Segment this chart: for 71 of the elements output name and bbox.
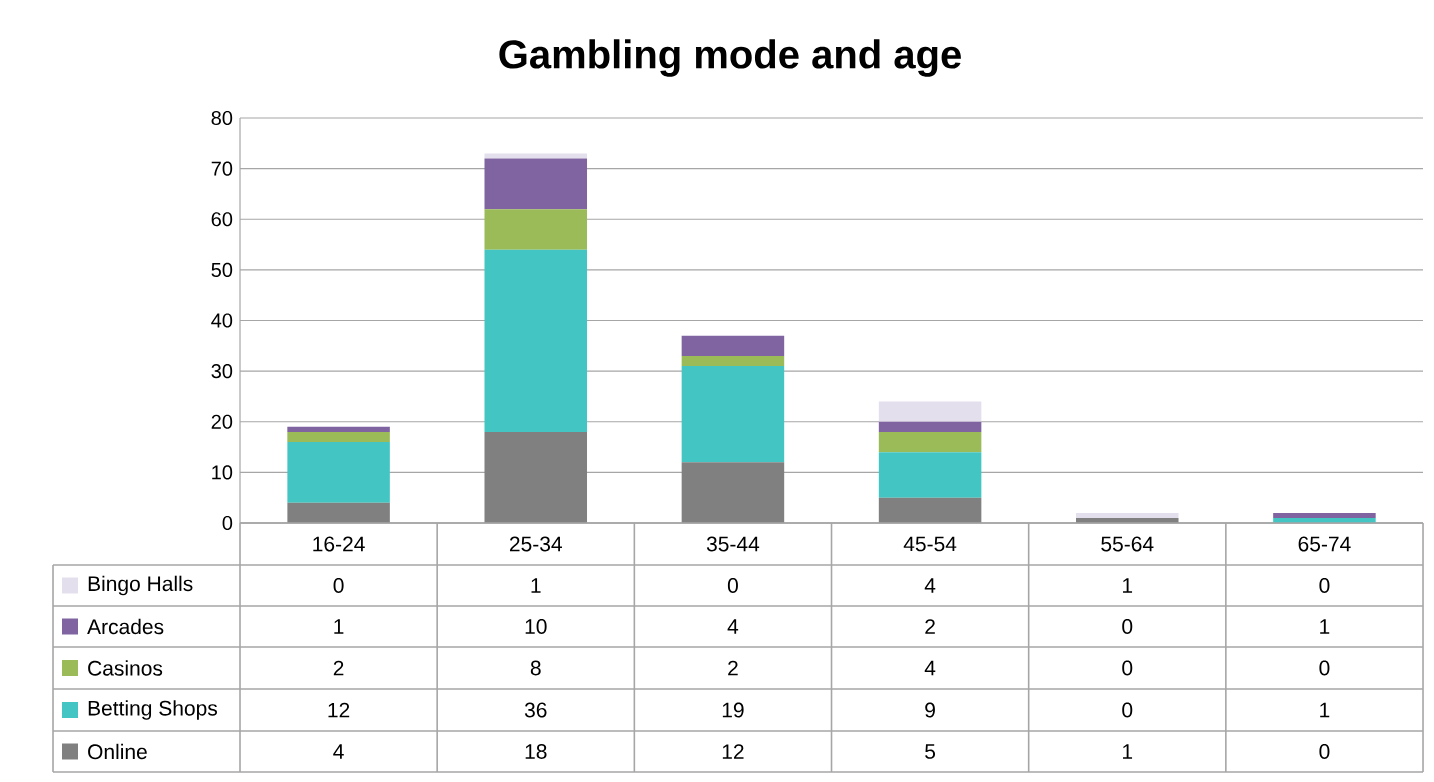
data-label: 1 [1123, 744, 1133, 759]
x-tick-label: 35-44 [706, 536, 760, 552]
bar [484, 431, 588, 523]
y-tick-label: 50 [211, 262, 233, 277]
data-label: 5 [925, 744, 936, 759]
bar [484, 153, 588, 159]
bar [484, 158, 588, 210]
bar [1273, 512, 1376, 518]
bar [484, 249, 588, 432]
x-tick-label: 16-24 [313, 536, 365, 552]
data-label: 4 [924, 578, 936, 593]
bar [681, 366, 785, 463]
data-label: 4 [924, 660, 936, 676]
data-label: 8 [530, 660, 541, 676]
x-tick-label: 55-64 [1101, 536, 1154, 552]
data-label: 1 [334, 619, 344, 634]
bar [287, 426, 390, 432]
bar [287, 502, 390, 523]
bar [681, 335, 785, 356]
data-label: 10 [525, 619, 547, 634]
bar [878, 452, 982, 498]
data-label: 2 [333, 660, 344, 676]
y-tick-label: 20 [211, 414, 233, 429]
bar [681, 355, 785, 367]
y-tick-label: 70 [211, 161, 233, 176]
y-tick-label: 0 [222, 515, 233, 531]
data-label: 12 [722, 744, 744, 759]
data-label: 36 [524, 702, 547, 718]
x-tick-label: 45-54 [903, 536, 957, 552]
data-label: 0 [727, 578, 738, 593]
legend-label: Online [88, 743, 147, 760]
data-label: 1 [531, 578, 541, 593]
legend-label: Betting Shops [88, 700, 218, 720]
bar [878, 421, 982, 432]
data-label: 0 [1319, 578, 1330, 593]
data-label: 19 [722, 702, 744, 718]
data-label: 4 [333, 744, 344, 759]
y-tick-label: 60 [211, 212, 233, 227]
data-label: 1 [1320, 702, 1330, 718]
data-label: 2 [925, 619, 935, 634]
data-label: 0 [1122, 702, 1133, 718]
bar [878, 401, 982, 422]
chart-title: Gambling mode and age [499, 39, 961, 77]
legend-label: Casinos [88, 660, 163, 676]
data-label: 18 [525, 744, 547, 759]
y-tick-label: 30 [211, 364, 233, 379]
data-label: 2 [728, 660, 738, 676]
data-label: 0 [1319, 744, 1330, 759]
bar [878, 431, 982, 453]
data-label: 12 [328, 702, 350, 718]
y-tick-label: 80 [211, 110, 233, 126]
bar [1076, 512, 1179, 518]
x-tick-label: 25-34 [509, 536, 562, 552]
legend-label: Bingo Halls [88, 575, 193, 596]
bar [878, 497, 982, 523]
data-label: 9 [925, 702, 935, 718]
data-label: 0 [1122, 660, 1133, 676]
y-tick-label: 40 [211, 313, 233, 328]
bar [287, 442, 390, 503]
data-label: 1 [1123, 578, 1133, 593]
bar [484, 209, 588, 250]
x-tick-label: 65-74 [1298, 536, 1351, 552]
bar [681, 462, 785, 523]
data-label: 0 [1122, 619, 1133, 634]
data-label: 4 [727, 619, 739, 634]
data-label: 0 [333, 578, 344, 593]
data-label: 1 [1320, 619, 1330, 634]
y-tick-label: 10 [212, 465, 233, 480]
legend-label: Arcades [87, 618, 164, 635]
bar [287, 431, 390, 442]
data-label: 0 [1319, 660, 1330, 676]
